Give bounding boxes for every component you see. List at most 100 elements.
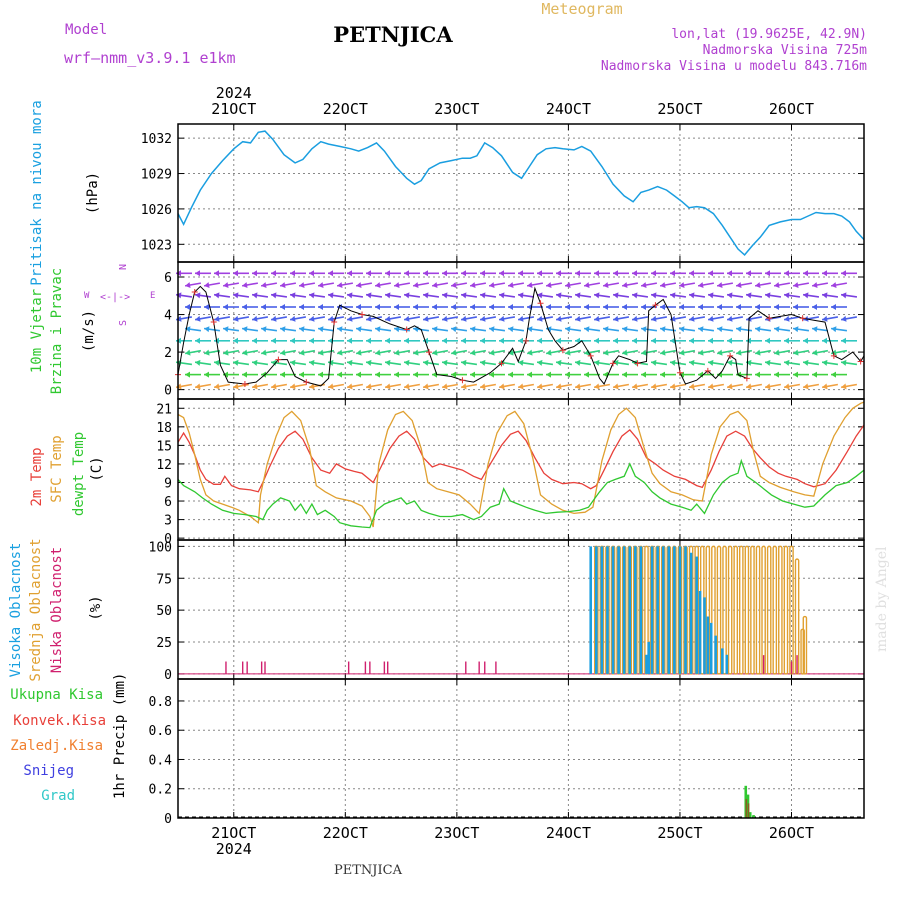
wind-arrow-head — [489, 304, 494, 310]
wind-arrow-head — [385, 270, 390, 277]
wind-arrow-head — [537, 383, 543, 390]
wind-arrow-head — [527, 371, 532, 378]
altitude-label: Nadmorska Visina 725m — [703, 43, 868, 58]
wind-arrow — [195, 270, 211, 277]
dewpt-line — [177, 458, 865, 529]
wind-arrow — [479, 315, 497, 322]
y-tick-label: 12 — [156, 458, 172, 473]
wind-arrow-head — [404, 315, 410, 322]
wind-arrow — [517, 383, 535, 390]
wind-arrow — [659, 282, 677, 288]
wind-arrow-head — [413, 282, 419, 288]
wind-arrow — [366, 337, 382, 344]
wind-arrow — [185, 371, 201, 378]
wind-arrow-head — [233, 337, 238, 344]
wind-arrow-head — [185, 282, 191, 288]
wind-arrow — [708, 270, 724, 277]
wind-arrow-head — [480, 292, 486, 299]
wind-arrow-head — [432, 304, 437, 310]
wind-arrow-head — [309, 337, 314, 344]
wind-arrow — [821, 315, 839, 322]
wind-marker — [587, 352, 594, 359]
wind-arrow — [555, 315, 573, 322]
wind-arrow-head — [632, 383, 638, 390]
wind-arrow — [450, 282, 468, 288]
wind-arrow-head — [670, 270, 675, 277]
wind-arrow — [498, 315, 516, 322]
wind-arrow-head — [204, 326, 210, 333]
wind-arrow-head — [774, 349, 780, 356]
wind-arrow-head — [442, 292, 448, 299]
wind-arrow — [451, 304, 467, 310]
wind-arrow — [726, 315, 744, 322]
mid-cloud-bar — [644, 545, 649, 675]
wind-arrow — [574, 315, 592, 322]
wind-arrow-head — [603, 371, 608, 378]
wind-arrow — [260, 349, 278, 356]
wind-arrow-head — [784, 383, 790, 390]
wind-arrow — [241, 349, 259, 356]
wind-arrow — [460, 359, 478, 366]
wind-arrow — [384, 383, 402, 390]
top-date-label: 26OCT — [769, 100, 814, 118]
wind-arrow — [355, 282, 373, 288]
wind-arrow — [280, 304, 296, 310]
wind-arrow-head — [328, 383, 334, 390]
wind-arrow — [365, 315, 383, 322]
wind-arrow — [754, 349, 772, 356]
wind-arrow-head — [613, 292, 619, 299]
wind-arrow-head — [347, 292, 353, 299]
wind-arrow-head — [385, 359, 391, 366]
wind-arrow — [441, 383, 459, 390]
wind-arrow-head — [603, 326, 609, 333]
wind-arrow — [479, 359, 497, 366]
wind-arrow-head — [252, 292, 258, 299]
compass-legend: N <-|-> W E S — [84, 264, 155, 326]
wind-arrow-head — [632, 292, 638, 299]
wind-arrow-head — [746, 270, 751, 277]
wind-arrow-head — [423, 315, 429, 322]
wind-arrow — [290, 270, 306, 277]
wind-arrow-head — [727, 359, 733, 366]
wind-arrow-head — [233, 315, 239, 322]
t2m-line — [177, 424, 865, 493]
wind-arrow — [336, 349, 354, 356]
wind-arrow — [480, 270, 496, 277]
wind-arrow — [659, 349, 677, 356]
wind-arrow — [517, 359, 535, 366]
precip-legend-item: Grad — [41, 788, 75, 804]
footer-station: PETNJICA — [334, 863, 403, 878]
top-year-label: 2024 — [216, 84, 252, 102]
wind-marker — [559, 347, 566, 354]
wind-arrow-head — [537, 270, 542, 277]
wind-arrow-head — [252, 359, 258, 366]
wind-marker — [830, 352, 837, 359]
wind-arrow — [546, 371, 562, 378]
wind-arrow-head — [537, 359, 543, 366]
wind-arrow — [271, 337, 287, 344]
wind-arrow-head — [518, 292, 524, 299]
wind-arrow-head — [613, 315, 619, 322]
wind-arrow-head — [233, 383, 239, 390]
y-tick-label: 1029 — [141, 168, 172, 183]
wind-arrow-head — [214, 270, 219, 277]
precip-ylabel: 1hr Precip (mm) — [112, 673, 128, 799]
wind-arrow-head — [651, 383, 657, 390]
pressure-ylabel: Pritisak na nivou mora — [29, 100, 45, 285]
wind-arrow — [450, 349, 468, 356]
mid-cloud-bar — [733, 545, 739, 675]
wind-arrow-head — [470, 282, 476, 288]
wind-arrow-head — [204, 349, 210, 356]
wind-arrow-head — [537, 292, 543, 299]
high-cloud-bar — [650, 546, 654, 674]
wind-arrow — [697, 282, 715, 288]
wind-arrow-head — [803, 337, 808, 344]
wind-arrow — [792, 349, 810, 356]
wind-arrow — [374, 282, 392, 288]
wind-arrow — [811, 326, 829, 333]
cloud-ylabel-low: Niska Oblacnost — [49, 547, 65, 673]
wind-arrow — [470, 371, 486, 378]
wind-arrow — [469, 326, 487, 333]
wind-arrow — [631, 292, 649, 299]
wind-arrow-head — [280, 304, 285, 310]
